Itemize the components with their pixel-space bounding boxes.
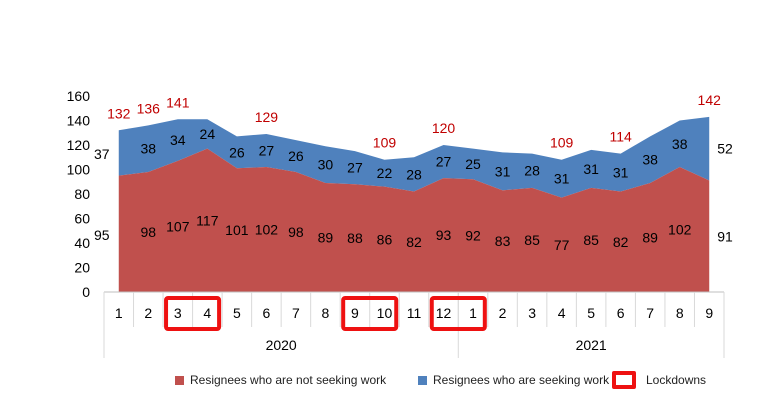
data-label-not-seeking: 98 xyxy=(140,224,156,240)
data-label-seeking: 26 xyxy=(229,144,245,160)
data-label-seeking: 38 xyxy=(140,141,156,157)
data-label-not-seeking: 107 xyxy=(166,218,190,234)
data-label-seeking: 26 xyxy=(288,148,304,164)
data-label-seeking: 27 xyxy=(259,143,275,159)
data-label-seeking: 52 xyxy=(717,141,733,157)
data-label-total: 114 xyxy=(610,129,633,145)
legend: Resignees who are not seeking work Resig… xyxy=(0,368,779,392)
data-label-seeking: 28 xyxy=(524,163,540,179)
data-label-not-seeking: 86 xyxy=(377,231,393,247)
y-tick-label: 100 xyxy=(67,162,91,178)
data-label-total: 129 xyxy=(255,109,279,125)
x-tick-label: 7 xyxy=(292,305,300,321)
data-label-not-seeking: 102 xyxy=(668,222,692,238)
lockdown-box xyxy=(164,296,222,331)
y-tick-label: 140 xyxy=(67,113,91,129)
data-label-seeking: 31 xyxy=(495,163,511,179)
data-label-not-seeking: 91 xyxy=(717,228,733,244)
data-label-seeking: 27 xyxy=(436,154,452,170)
data-label-not-seeking: 82 xyxy=(406,234,422,250)
data-label-seeking: 38 xyxy=(672,136,688,152)
x-tick-label: 1 xyxy=(115,305,123,321)
x-tick-label: 10 xyxy=(377,305,393,321)
data-label-total: 109 xyxy=(373,135,397,151)
data-label-not-seeking: 83 xyxy=(495,233,511,249)
y-tick-label: 20 xyxy=(74,260,90,276)
y-tick-label: 120 xyxy=(67,137,91,153)
data-label-seeking: 31 xyxy=(613,165,629,181)
y-tick-label: 0 xyxy=(82,284,90,300)
data-label-seeking: 22 xyxy=(377,165,393,181)
x-tick-label: 1 xyxy=(469,305,477,321)
legend-label-seeking: Resignees who are seeking work xyxy=(433,373,610,387)
data-label-not-seeking: 101 xyxy=(225,222,249,238)
series-area-not-seeking xyxy=(118,148,710,292)
x-tick-label: 9 xyxy=(351,305,359,321)
data-label-seeking: 34 xyxy=(170,132,186,148)
data-label-seeking: 24 xyxy=(200,126,216,142)
x-year-label: 2021 xyxy=(576,337,607,353)
y-tick-label: 60 xyxy=(74,211,90,227)
data-label-seeking: 28 xyxy=(406,166,422,182)
x-tick-label: 6 xyxy=(617,305,625,321)
x-tick-label: 3 xyxy=(174,305,182,321)
data-label-not-seeking: 89 xyxy=(642,229,658,245)
data-label-not-seeking: 102 xyxy=(255,222,279,238)
data-label-total: 141 xyxy=(166,94,190,110)
x-tick-label: 8 xyxy=(676,305,684,321)
data-label-total: 142 xyxy=(698,92,722,108)
legend-label-lockdowns: Lockdowns xyxy=(646,373,707,387)
x-tick-label: 4 xyxy=(203,305,211,321)
data-label-not-seeking: 89 xyxy=(318,229,334,245)
x-tick-label: 6 xyxy=(262,305,270,321)
data-label-seeking: 31 xyxy=(554,171,570,187)
data-label-seeking: 25 xyxy=(465,156,481,172)
legend-item-not-seeking: Resignees who are not seeking work xyxy=(175,368,386,392)
legend-swatch-lockdowns xyxy=(612,371,636,389)
data-label-not-seeking: 93 xyxy=(436,227,452,243)
data-label-total: 136 xyxy=(137,100,161,116)
data-label-not-seeking: 98 xyxy=(288,224,304,240)
data-label-seeking: 27 xyxy=(347,160,363,176)
x-tick-label: 4 xyxy=(558,305,566,321)
x-tick-label: 2 xyxy=(499,305,507,321)
lockdown-box xyxy=(429,296,487,331)
legend-label-not-seeking: Resignees who are not seeking work xyxy=(190,373,387,387)
data-label-total: 120 xyxy=(432,120,456,136)
y-tick-label: 80 xyxy=(74,186,90,202)
x-tick-label: 5 xyxy=(587,305,595,321)
x-year-label: 2020 xyxy=(266,337,297,353)
x-tick-label: 3 xyxy=(528,305,536,321)
y-tick-label: 40 xyxy=(74,235,90,251)
x-tick-label: 5 xyxy=(233,305,241,321)
legend-item-seeking: Resignees who are seeking work xyxy=(418,368,609,392)
x-tick-label: 2 xyxy=(144,305,152,321)
data-label-seeking: 30 xyxy=(318,157,334,173)
data-label-total: 109 xyxy=(550,135,574,151)
data-label-not-seeking: 85 xyxy=(524,232,540,248)
lockdown-box xyxy=(341,296,399,331)
data-label-not-seeking: 95 xyxy=(94,227,110,243)
legend-swatch-not-seeking xyxy=(175,375,184,385)
y-tick-label: 160 xyxy=(67,88,91,104)
x-tick-label: 7 xyxy=(646,305,654,321)
data-label-not-seeking: 77 xyxy=(554,237,570,253)
legend-swatch-seeking xyxy=(418,375,427,385)
data-label-seeking: 38 xyxy=(642,152,658,168)
data-label-not-seeking: 92 xyxy=(465,228,481,244)
data-label-not-seeking: 117 xyxy=(196,212,219,228)
data-label-not-seeking: 85 xyxy=(583,232,599,248)
x-tick-label: 12 xyxy=(436,305,452,321)
x-tick-label: 11 xyxy=(407,305,422,321)
legend-item-lockdowns: Lockdowns xyxy=(612,368,706,392)
data-label-not-seeking: 82 xyxy=(613,234,629,250)
x-tick-label: 9 xyxy=(705,305,713,321)
series-area-seeking xyxy=(118,116,710,198)
data-label-total: 132 xyxy=(107,105,131,121)
data-label-seeking: 31 xyxy=(583,161,599,177)
x-tick-label: 8 xyxy=(322,305,330,321)
data-label-not-seeking: 88 xyxy=(347,230,363,246)
data-label-seeking: 37 xyxy=(94,146,110,162)
